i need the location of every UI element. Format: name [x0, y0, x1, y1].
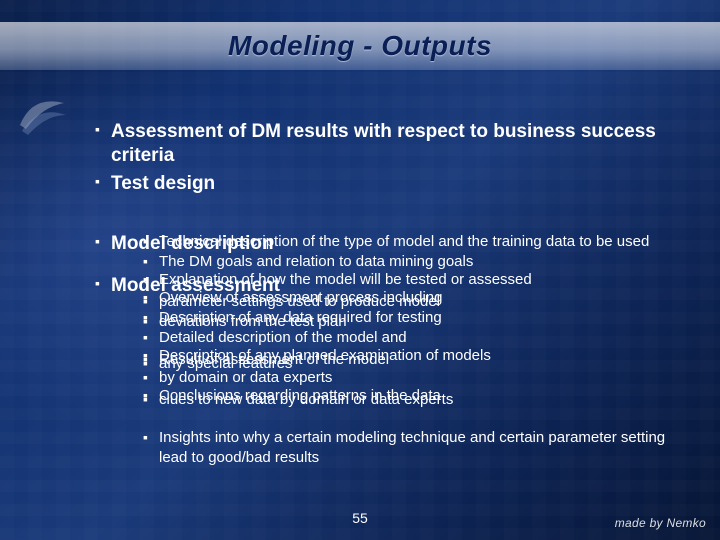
bullet-text: clues to new data by domain or data expe…: [159, 390, 453, 410]
square-bullet-icon: ▪: [143, 368, 159, 388]
square-bullet-icon: ▪: [143, 328, 159, 348]
bullet-lvl2: ▪ Insights into why a certain modeling t…: [143, 428, 680, 469]
square-bullet-icon: ▪: [143, 428, 159, 448]
square-bullet-icon: ▪: [95, 232, 111, 252]
bullet-lvl1: ▪ Assessment of DM results with respect …: [95, 120, 680, 168]
slide-content: ▪ Assessment of DM results with respect …: [95, 120, 680, 199]
bullet-text: Insights into why a certain modeling tec…: [159, 428, 680, 469]
slide-title: Modeling - Outputs: [228, 30, 492, 62]
bullet-text: Assessment of DM results with respect to…: [111, 120, 680, 168]
logo-swoosh-icon: [12, 85, 72, 145]
square-bullet-icon: ▪: [143, 252, 159, 272]
title-bar: Modeling - Outputs: [0, 22, 720, 70]
page-number: 55: [352, 510, 368, 526]
square-bullet-icon: ▪: [143, 390, 159, 410]
brand-footer: made by Nemko: [615, 516, 706, 530]
bullet-lvl1: ▪ Test design: [95, 172, 680, 196]
square-bullet-icon: ▪: [95, 274, 111, 294]
overlap-group: ▪ Insights into why a certain modeling t…: [95, 428, 680, 473]
square-bullet-icon: ▪: [95, 172, 111, 192]
overlap-group: ▪Explanation of how the model will be te…: [95, 274, 680, 454]
bullet-lvl2: ▪clues to new data by domain or data exp…: [143, 390, 453, 410]
square-bullet-icon: ▪: [95, 120, 111, 140]
bullet-text: Test design: [111, 172, 680, 196]
